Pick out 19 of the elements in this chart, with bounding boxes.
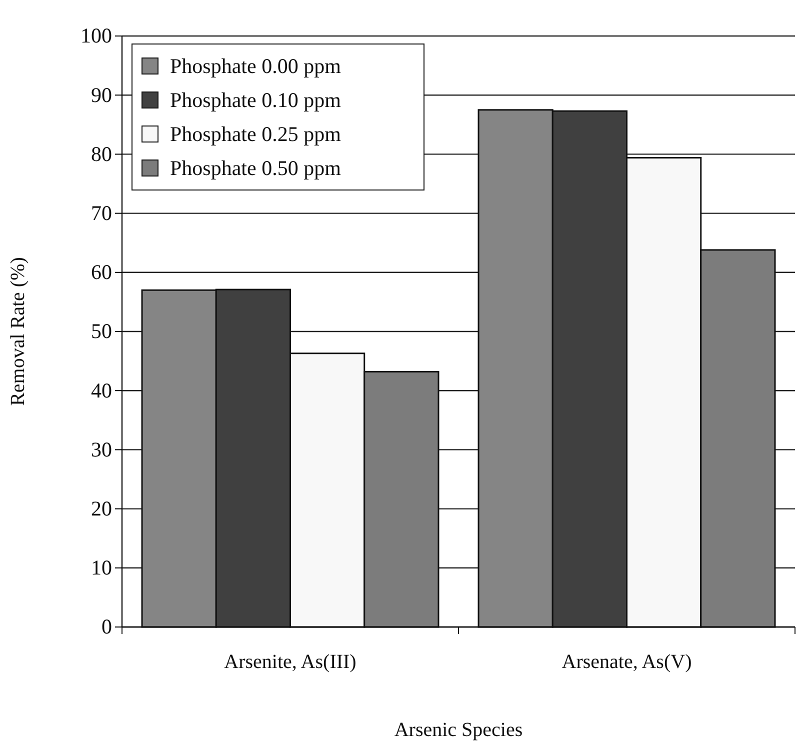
y-tick-label: 100 (80, 24, 112, 48)
y-tick-label: 60 (91, 260, 112, 284)
legend-label: Phosphate 0.10 ppm (170, 88, 341, 112)
y-tick-label: 90 (91, 82, 112, 107)
legend-label: Phosphate 0.50 ppm (170, 156, 341, 180)
legend-label: Phosphate 0.25 ppm (170, 122, 341, 146)
y-tick-label: 50 (91, 319, 112, 344)
y-tick-label: 70 (91, 201, 112, 226)
x-axis-title: Arsenic Species (394, 719, 523, 741)
y-axis-title: Removal Rate (%) (7, 257, 29, 406)
y-tick-label: 30 (91, 437, 112, 462)
x-tick-label: Arsenate, As(V) (562, 651, 692, 673)
y-tick-label: 80 (91, 142, 112, 166)
y-tick-label: 0 (102, 614, 112, 639)
legend-label: Phosphate 0.00 ppm (170, 54, 341, 78)
x-tick-label: Arsenite, As(III) (224, 651, 356, 673)
y-tick-label: 10 (91, 556, 112, 580)
y-tick-label: 20 (91, 496, 112, 521)
y-tick-label: 40 (91, 378, 112, 402)
